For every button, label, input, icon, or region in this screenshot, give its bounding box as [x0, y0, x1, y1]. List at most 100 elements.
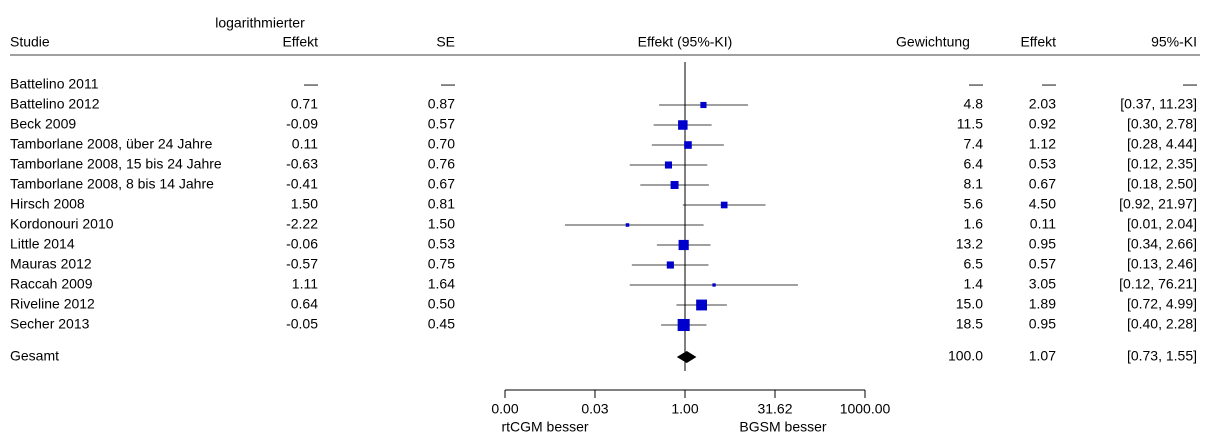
- se: —: [441, 76, 455, 92]
- header: SE: [436, 34, 455, 50]
- header: 95%-KI: [1151, 34, 1197, 50]
- ci-label: [0.73, 1.55]: [1127, 348, 1197, 364]
- x-annotation: BGSM besser: [739, 419, 826, 435]
- weight-label: 1.4: [964, 276, 984, 292]
- header: Effekt: [282, 34, 318, 50]
- x-tick-label: 1.00: [671, 401, 698, 417]
- se: 0.45: [428, 316, 455, 332]
- log-effect: -0.63: [286, 156, 318, 172]
- weight-label: —: [969, 76, 983, 92]
- log-effect: -0.41: [286, 176, 318, 192]
- log-effect: -2.22: [286, 216, 318, 232]
- weight-label: 5.6: [964, 196, 984, 212]
- se: 1.64: [428, 276, 455, 292]
- log-effect: -0.09: [286, 116, 318, 132]
- se: 0.50: [428, 296, 455, 312]
- log-effect: -0.05: [286, 316, 318, 332]
- header: Gewichtung: [896, 34, 970, 50]
- effect-label: 1.07: [1029, 348, 1056, 364]
- study-name: Tamborlane 2008, 8 bis 14 Jahre: [10, 176, 214, 192]
- weight-label: 11.5: [957, 116, 983, 132]
- effect-label: 0.95: [1029, 316, 1056, 332]
- study-name: Secher 2013: [10, 316, 90, 332]
- study-name: Mauras 2012: [10, 256, 92, 272]
- se: 0.76: [428, 156, 455, 172]
- effect-square: [712, 283, 716, 287]
- effect-label: 1.89: [1029, 296, 1056, 312]
- effect-square: [670, 181, 679, 189]
- effect-label: 4.50: [1029, 196, 1056, 212]
- se: 0.53: [428, 236, 455, 252]
- effect-label: 1.12: [1029, 136, 1056, 152]
- effect-label: 0.92: [1029, 116, 1056, 132]
- weight-label: 4.8: [964, 96, 984, 112]
- se: 0.81: [428, 196, 455, 212]
- x-annotation: rtCGM besser: [501, 419, 588, 435]
- weight-label: 7.4: [964, 136, 984, 152]
- effect-square: [678, 120, 688, 130]
- study-name: Raccah 2009: [10, 276, 93, 292]
- study-name: Riveline 2012: [10, 296, 95, 312]
- ci-label: [0.12, 2.35]: [1127, 156, 1197, 172]
- effect-square: [678, 239, 689, 251]
- se: 0.70: [428, 136, 455, 152]
- weight-label: 6.5: [964, 256, 984, 272]
- effect-square: [664, 161, 672, 169]
- x-tick-label: 31.62: [757, 401, 792, 417]
- x-tick-label: 1000.00: [840, 401, 891, 417]
- ci-label: [0.28, 4.44]: [1127, 136, 1197, 152]
- weight-label: 100.0: [948, 348, 983, 364]
- weight-label: 15.0: [956, 296, 983, 312]
- ci-label: [0.01, 2.04]: [1127, 216, 1197, 232]
- effect-label: —: [1042, 76, 1056, 92]
- study-name: Tamborlane 2008, über 24 Jahre: [10, 136, 213, 152]
- log-effect: -0.57: [286, 256, 318, 272]
- study-name: Tamborlane 2008, 15 bis 24 Jahre: [10, 156, 222, 172]
- ci-label: [0.12, 76.21]: [1119, 276, 1197, 292]
- weight-label: 13.2: [956, 236, 983, 252]
- study-name: Beck 2009: [10, 116, 76, 132]
- se: 1.50: [428, 216, 455, 232]
- ci-label: [0.34, 2.66]: [1127, 236, 1197, 252]
- effect-label: 0.95: [1029, 236, 1056, 252]
- study-name: Kordonouri 2010: [10, 216, 114, 232]
- log-effect: 0.64: [291, 296, 318, 312]
- se: 0.57: [428, 116, 455, 132]
- ci-label: [0.18, 2.50]: [1127, 176, 1197, 192]
- log-effect: -0.06: [286, 236, 318, 252]
- effect-label: 0.53: [1029, 156, 1056, 172]
- ci-label: [0.37, 11.23]: [1120, 96, 1197, 112]
- se: 0.87: [428, 96, 455, 112]
- log-effect: 0.71: [291, 96, 318, 112]
- effect-square: [700, 101, 707, 109]
- effect-label: 0.11: [1030, 216, 1056, 232]
- log-effect: —: [304, 76, 318, 92]
- log-effect: 1.50: [291, 196, 318, 212]
- x-tick-label: 0.00: [491, 401, 518, 417]
- weight-label: 6.4: [964, 156, 984, 172]
- ci-label: [0.40, 2.28]: [1127, 316, 1197, 332]
- study-name: Battelino 2011: [10, 76, 99, 92]
- ci-label: [0.92, 21.97]: [1119, 196, 1197, 212]
- header: Studie: [10, 34, 50, 50]
- effect-square: [696, 299, 708, 311]
- effect-square: [684, 141, 692, 149]
- se: 0.75: [428, 256, 455, 272]
- effect-label: 0.57: [1029, 256, 1056, 272]
- study-name: Gesamt: [10, 348, 59, 364]
- weight-label: 8.1: [964, 176, 984, 192]
- weight-label: 1.6: [964, 216, 984, 232]
- weight-label: 18.5: [956, 316, 983, 332]
- header: logarithmierter: [215, 15, 305, 31]
- effect-square: [720, 201, 728, 209]
- ci-label: [0.13, 2.46]: [1127, 256, 1197, 272]
- header: Effekt: [1020, 34, 1056, 50]
- effect-square: [625, 223, 630, 227]
- ci-label: [0.30, 2.78]: [1127, 116, 1197, 132]
- study-name: Hirsch 2008: [10, 196, 85, 212]
- effect-label: 0.67: [1029, 176, 1056, 192]
- effect-square: [677, 318, 690, 332]
- overall-diamond: [676, 351, 697, 363]
- study-name: Little 2014: [10, 236, 75, 252]
